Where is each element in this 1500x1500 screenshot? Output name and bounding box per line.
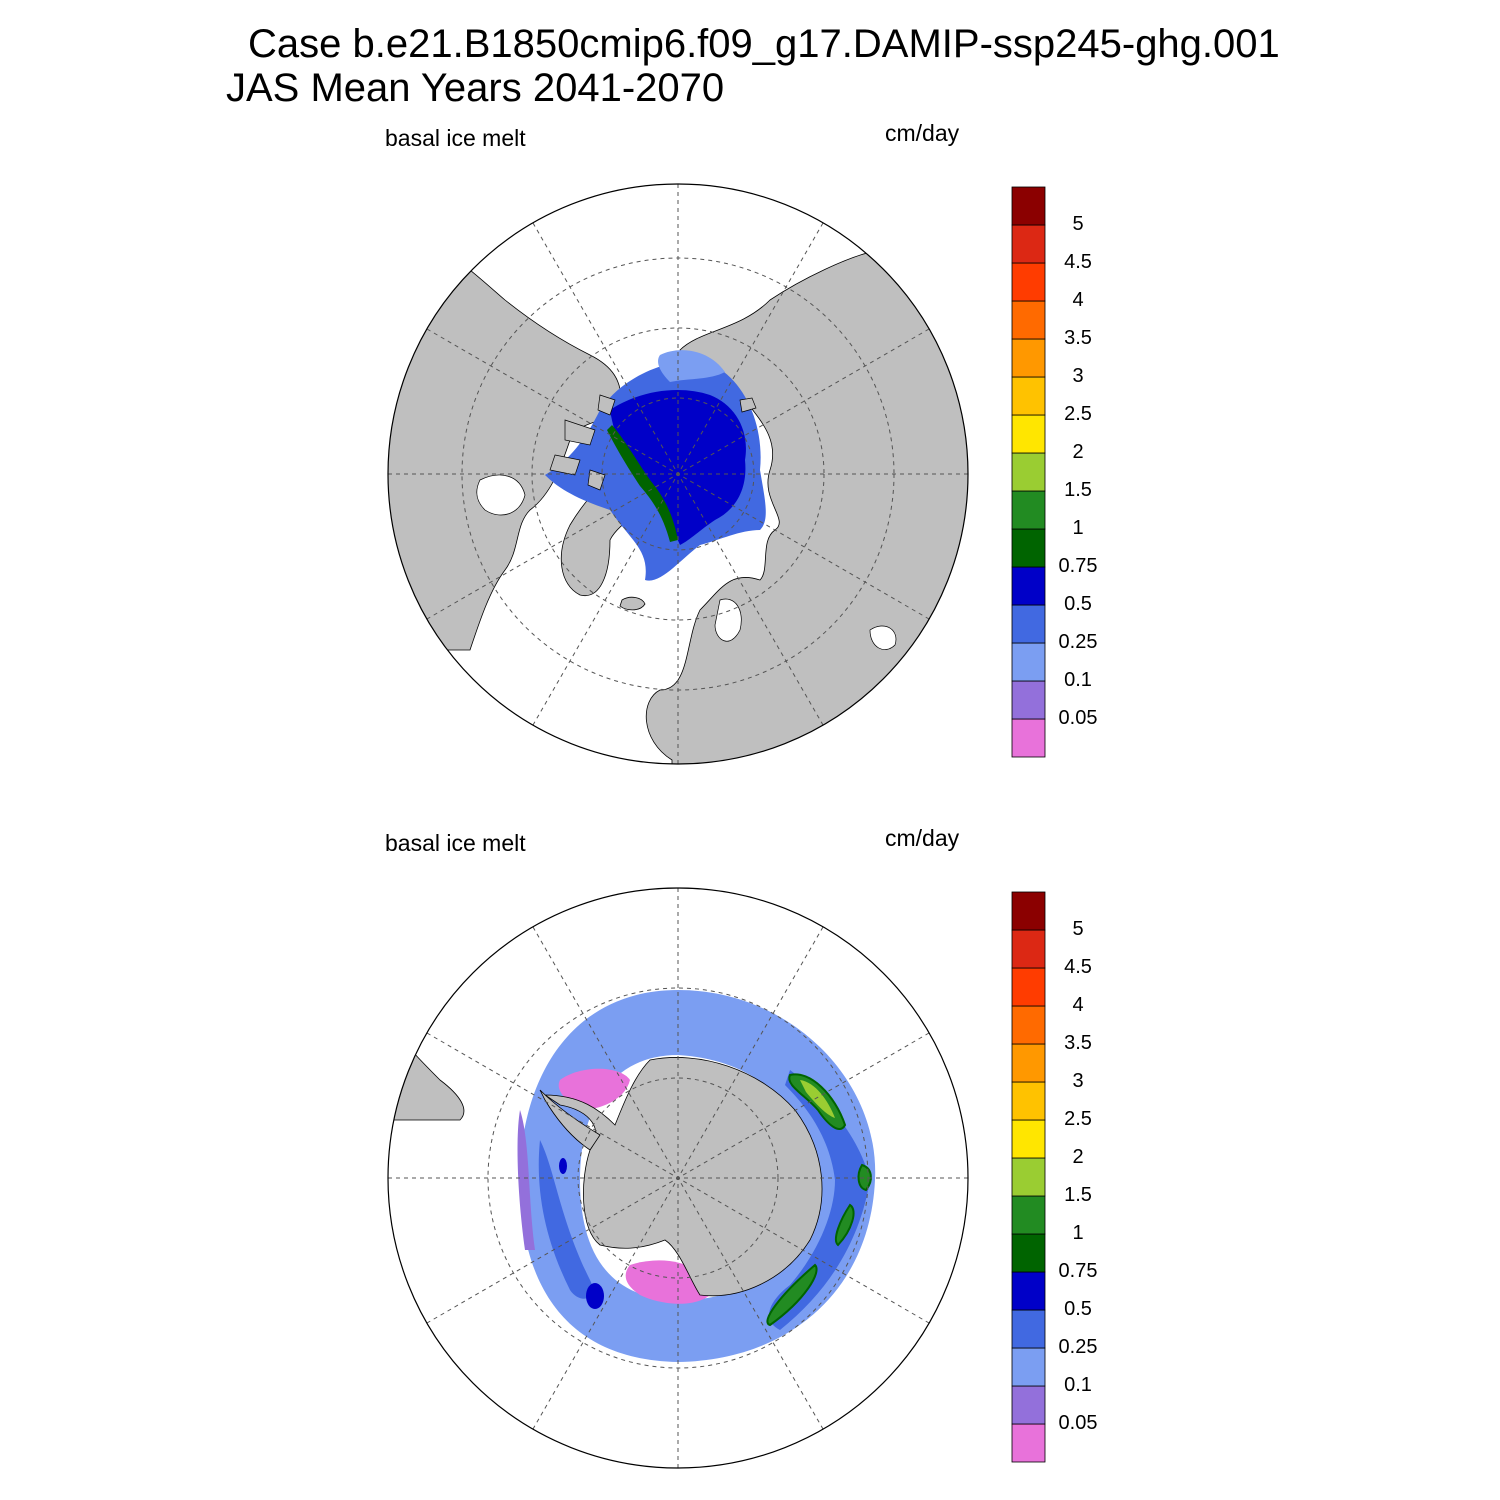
colorbar-bottom-tick-label: 3.5	[1064, 1032, 1092, 1054]
colorbar-top-tick-label: 3.5	[1064, 327, 1092, 349]
antarctic-melt-blob-2	[559, 1158, 567, 1174]
colorbar-top-cell	[1011, 186, 1046, 226]
colorbar-top-cell	[1011, 718, 1046, 758]
colorbar-bottom-tick-label: 1	[1072, 1222, 1084, 1244]
figure-title-period: JAS Mean Years 2041-2070	[226, 66, 725, 110]
arctic-melt-patch	[658, 350, 725, 382]
colorbar-top-cell	[1011, 338, 1046, 378]
colorbar-top-tick-label: 2	[1072, 441, 1084, 463]
colorbar-top	[1011, 186, 1046, 758]
antarctic-map-border	[387, 887, 969, 1469]
colorbar-top-cell	[1011, 680, 1046, 720]
colorbar-bottom-cell	[1011, 1043, 1046, 1083]
colorbar-bottom-cell	[1011, 929, 1046, 969]
colorbar-bottom-cell	[1011, 1309, 1046, 1349]
antarctic-melt-low-west	[517, 1110, 535, 1250]
baltic-water	[714, 598, 742, 642]
colorbar-bottom-tick-label: 0.75	[1058, 1260, 1098, 1282]
colorbar-bottom-cell	[1011, 967, 1046, 1007]
colorbar-top-tick-label: 4	[1072, 289, 1084, 311]
hudson-bay-water	[476, 474, 526, 516]
colorbar-top-tick-label: 1	[1072, 517, 1084, 539]
colorbar-top-tick-label: 5	[1072, 213, 1084, 235]
colorbar-bottom-tick-label: 0.25	[1058, 1336, 1098, 1358]
antarctic-melt-blob	[586, 1283, 604, 1309]
antarctic-melt-band-east	[769, 1070, 870, 1330]
colorbar-top-tick-label: 1.5	[1064, 479, 1092, 501]
colorbar-top-cell	[1011, 528, 1046, 568]
colorbar-bottom-cell	[1011, 1347, 1046, 1387]
colorbar-top-tick-label: 2.5	[1064, 403, 1092, 425]
antarctic-map	[387, 887, 969, 1469]
figure-title-case: Case b.e21.B1850cmip6.f09_g17.DAMIP-ssp2…	[248, 22, 1280, 66]
colorbar-bottom	[1011, 891, 1046, 1463]
arctic-map	[387, 183, 969, 765]
colorbar-top-cell	[1011, 642, 1046, 682]
antarctic-melt-streak-core	[800, 1080, 835, 1118]
caspian-water	[869, 625, 897, 650]
antarctic-graticule	[388, 888, 968, 1468]
colorbar-top-tick-label: 0.75	[1058, 555, 1098, 577]
arctic-melt-strip	[607, 425, 678, 542]
colorbar-top-cell	[1011, 414, 1046, 454]
antarctic-melt-band-west	[538, 1140, 593, 1299]
antarctic-melt-streak-3	[834, 1203, 855, 1247]
colorbar-bottom-tick-label: 0.5	[1064, 1298, 1092, 1320]
arctic-graticule	[388, 184, 968, 764]
colorbar-bottom-cell	[1011, 1081, 1046, 1121]
colorbar-top-tick-label: 0.1	[1064, 669, 1092, 691]
iceland-land	[619, 596, 646, 611]
colorbar-bottom-tick-label: 1.5	[1064, 1184, 1092, 1206]
colorbar-bottom-cell	[1011, 1233, 1046, 1273]
panel2-units-label: cm/day	[885, 825, 960, 851]
colorbar-top-cell	[1011, 566, 1046, 606]
colorbar-bottom-tick-label: 0.05	[1058, 1412, 1098, 1434]
colorbar-bottom-tick-label: 5	[1072, 918, 1084, 940]
colorbar-bottom-cell	[1011, 1385, 1046, 1425]
colorbar-bottom-cell	[1011, 891, 1046, 931]
colorbar-top-cell	[1011, 604, 1046, 644]
colorbar-bottom-tick-label: 2.5	[1064, 1108, 1092, 1130]
colorbar-bottom-cell	[1011, 1119, 1046, 1159]
colorbar-top-tick-label: 3	[1072, 365, 1084, 387]
panel1-units-label: cm/day	[885, 120, 960, 146]
colorbar-top-tick-label: 4.5	[1064, 251, 1092, 273]
colorbar-bottom-cell	[1011, 1157, 1046, 1197]
antarctic-peninsula-land	[539, 1089, 601, 1151]
panel2-variable-label: basal ice melt	[385, 830, 526, 856]
antarctica-land	[543, 1057, 823, 1297]
panel1-variable-label: basal ice melt	[385, 125, 526, 151]
colorbar-top-tick-label: 0.25	[1058, 631, 1098, 653]
colorbar-top-cell	[1011, 376, 1046, 416]
colorbar-bottom-tick-label: 3	[1072, 1070, 1084, 1092]
colorbar-bottom-tick-label: 0.1	[1064, 1374, 1092, 1396]
colorbar-bottom-tick-label: 2	[1072, 1146, 1084, 1168]
colorbar-top-tick-label: 0.05	[1058, 707, 1098, 729]
colorbar-bottom-tick-label: 4	[1072, 994, 1084, 1016]
colorbar-top-tick-label: 0.5	[1064, 593, 1092, 615]
colorbar-bottom-tick-label: 4.5	[1064, 956, 1092, 978]
arctic-islands	[549, 394, 757, 491]
antarctic-melt-streak-4	[766, 1263, 818, 1327]
colorbar-bottom-cell	[1011, 1005, 1046, 1045]
arctic-map-border	[387, 183, 969, 765]
